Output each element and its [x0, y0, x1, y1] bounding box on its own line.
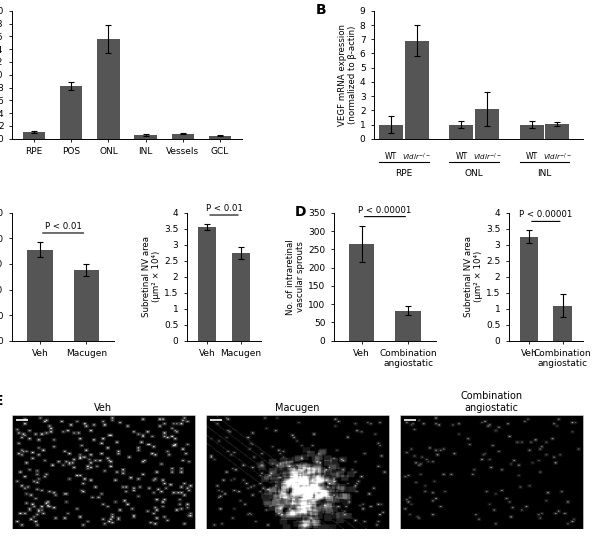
Text: $Vldlr^{-/-}$: $Vldlr^{-/-}$ — [402, 152, 431, 163]
Bar — [349, 244, 374, 341]
Text: $Vldlr^{-/-}$: $Vldlr^{-/-}$ — [543, 152, 572, 163]
Text: P < 0.00001: P < 0.00001 — [358, 206, 412, 215]
Text: Macugen: Macugen — [275, 403, 320, 413]
Y-axis label: Subretinal NV area
(μm² × 10⁴): Subretinal NV area (μm² × 10⁴) — [142, 236, 161, 317]
Bar — [449, 125, 474, 139]
Bar — [475, 109, 499, 139]
Text: Veh: Veh — [95, 403, 112, 413]
Y-axis label: VEGF mRNA expression
(normalized to β-actin): VEGF mRNA expression (normalized to β-ac… — [337, 24, 357, 126]
Bar — [519, 237, 538, 341]
Bar — [134, 135, 156, 139]
Y-axis label: Subretinal NV area
(μm² × 10⁴): Subretinal NV area (μm² × 10⁴) — [464, 236, 483, 317]
Bar — [27, 249, 52, 341]
Bar — [405, 40, 429, 139]
Bar — [209, 136, 231, 139]
Bar — [231, 253, 250, 341]
Bar — [519, 125, 544, 139]
Text: P < 0.00001: P < 0.00001 — [519, 211, 572, 219]
Text: B: B — [315, 3, 326, 17]
Text: P < 0.01: P < 0.01 — [206, 204, 242, 213]
Text: ONL: ONL — [465, 170, 484, 178]
Bar — [97, 39, 120, 139]
Bar — [198, 227, 217, 341]
Text: WT: WT — [385, 152, 397, 160]
Text: INL: INL — [537, 170, 552, 178]
Bar — [74, 270, 99, 341]
Bar — [379, 125, 403, 139]
Bar — [553, 306, 572, 341]
Y-axis label: No. of intraretinal
vascular sprouts: No. of intraretinal vascular sprouts — [286, 239, 305, 314]
Bar — [60, 86, 83, 139]
Text: P < 0.01: P < 0.01 — [45, 222, 82, 231]
Bar — [171, 133, 194, 139]
Text: E: E — [0, 394, 3, 408]
Text: $Vldlr^{-/-}$: $Vldlr^{-/-}$ — [472, 152, 502, 163]
Bar — [23, 132, 45, 139]
Bar — [396, 310, 421, 341]
Text: Combination
angiostatic: Combination angiostatic — [461, 391, 522, 413]
Text: WT: WT — [525, 152, 538, 160]
Text: RPE: RPE — [395, 170, 412, 178]
Text: D: D — [295, 205, 306, 219]
Text: WT: WT — [455, 152, 468, 160]
Bar — [546, 124, 569, 139]
